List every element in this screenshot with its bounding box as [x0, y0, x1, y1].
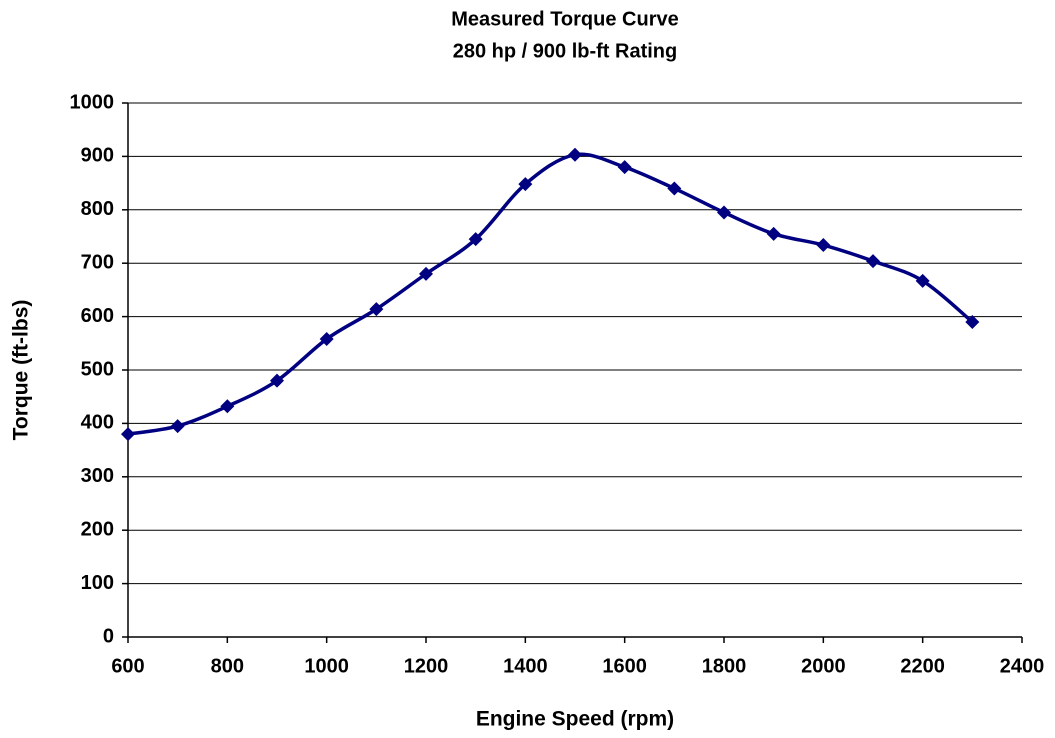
x-tick-label: 800: [211, 655, 244, 677]
x-tick-label: 600: [111, 655, 144, 677]
x-tick-label: 1400: [503, 655, 548, 677]
marker: [419, 266, 433, 281]
marker: [518, 177, 533, 192]
marker: [915, 273, 930, 288]
x-tick-label: 1200: [404, 655, 449, 677]
marker: [121, 427, 135, 442]
marker: [965, 314, 980, 329]
marker: [319, 332, 334, 347]
x-tick-label: 1600: [602, 655, 647, 677]
marker: [220, 399, 235, 414]
y-tick-label: 1000: [70, 91, 115, 113]
marker: [270, 373, 284, 388]
y-tick-label: 600: [81, 305, 114, 327]
marker: [170, 419, 185, 434]
chart-title: Measured Torque Curve: [451, 8, 678, 30]
y-tick-label: 400: [81, 412, 114, 434]
marker: [816, 238, 831, 253]
x-tick-label: 2200: [900, 655, 945, 677]
y-tick-label: 300: [81, 465, 114, 487]
y-tick-label: 0: [103, 625, 114, 647]
x-tick-label: 1800: [702, 655, 747, 677]
y-tick-label: 200: [81, 518, 114, 540]
chart-subtitle: 280 hp / 900 lb-ft Rating: [453, 40, 677, 62]
y-axis-title: Torque (ft-lbs): [10, 300, 33, 441]
line: [127, 152, 974, 436]
marker: [866, 254, 880, 269]
marker: [766, 226, 781, 241]
x-tick-label: 2400: [1000, 655, 1045, 677]
y-tick-label: 900: [81, 145, 114, 167]
y-tick-label: 100: [81, 572, 114, 594]
y-tick-label: 700: [81, 251, 114, 273]
x-tick-label: 2000: [801, 655, 846, 677]
y-tick-label: 800: [81, 198, 114, 220]
marker: [568, 147, 582, 162]
marker: [468, 232, 483, 247]
marker: [617, 160, 632, 175]
y-tick-label: 500: [81, 358, 114, 380]
x-axis-title: Engine Speed (rpm): [476, 708, 674, 731]
marker: [717, 205, 731, 220]
marker: [369, 302, 384, 317]
marker: [667, 181, 682, 196]
x-tick-label: 1000: [304, 655, 349, 677]
